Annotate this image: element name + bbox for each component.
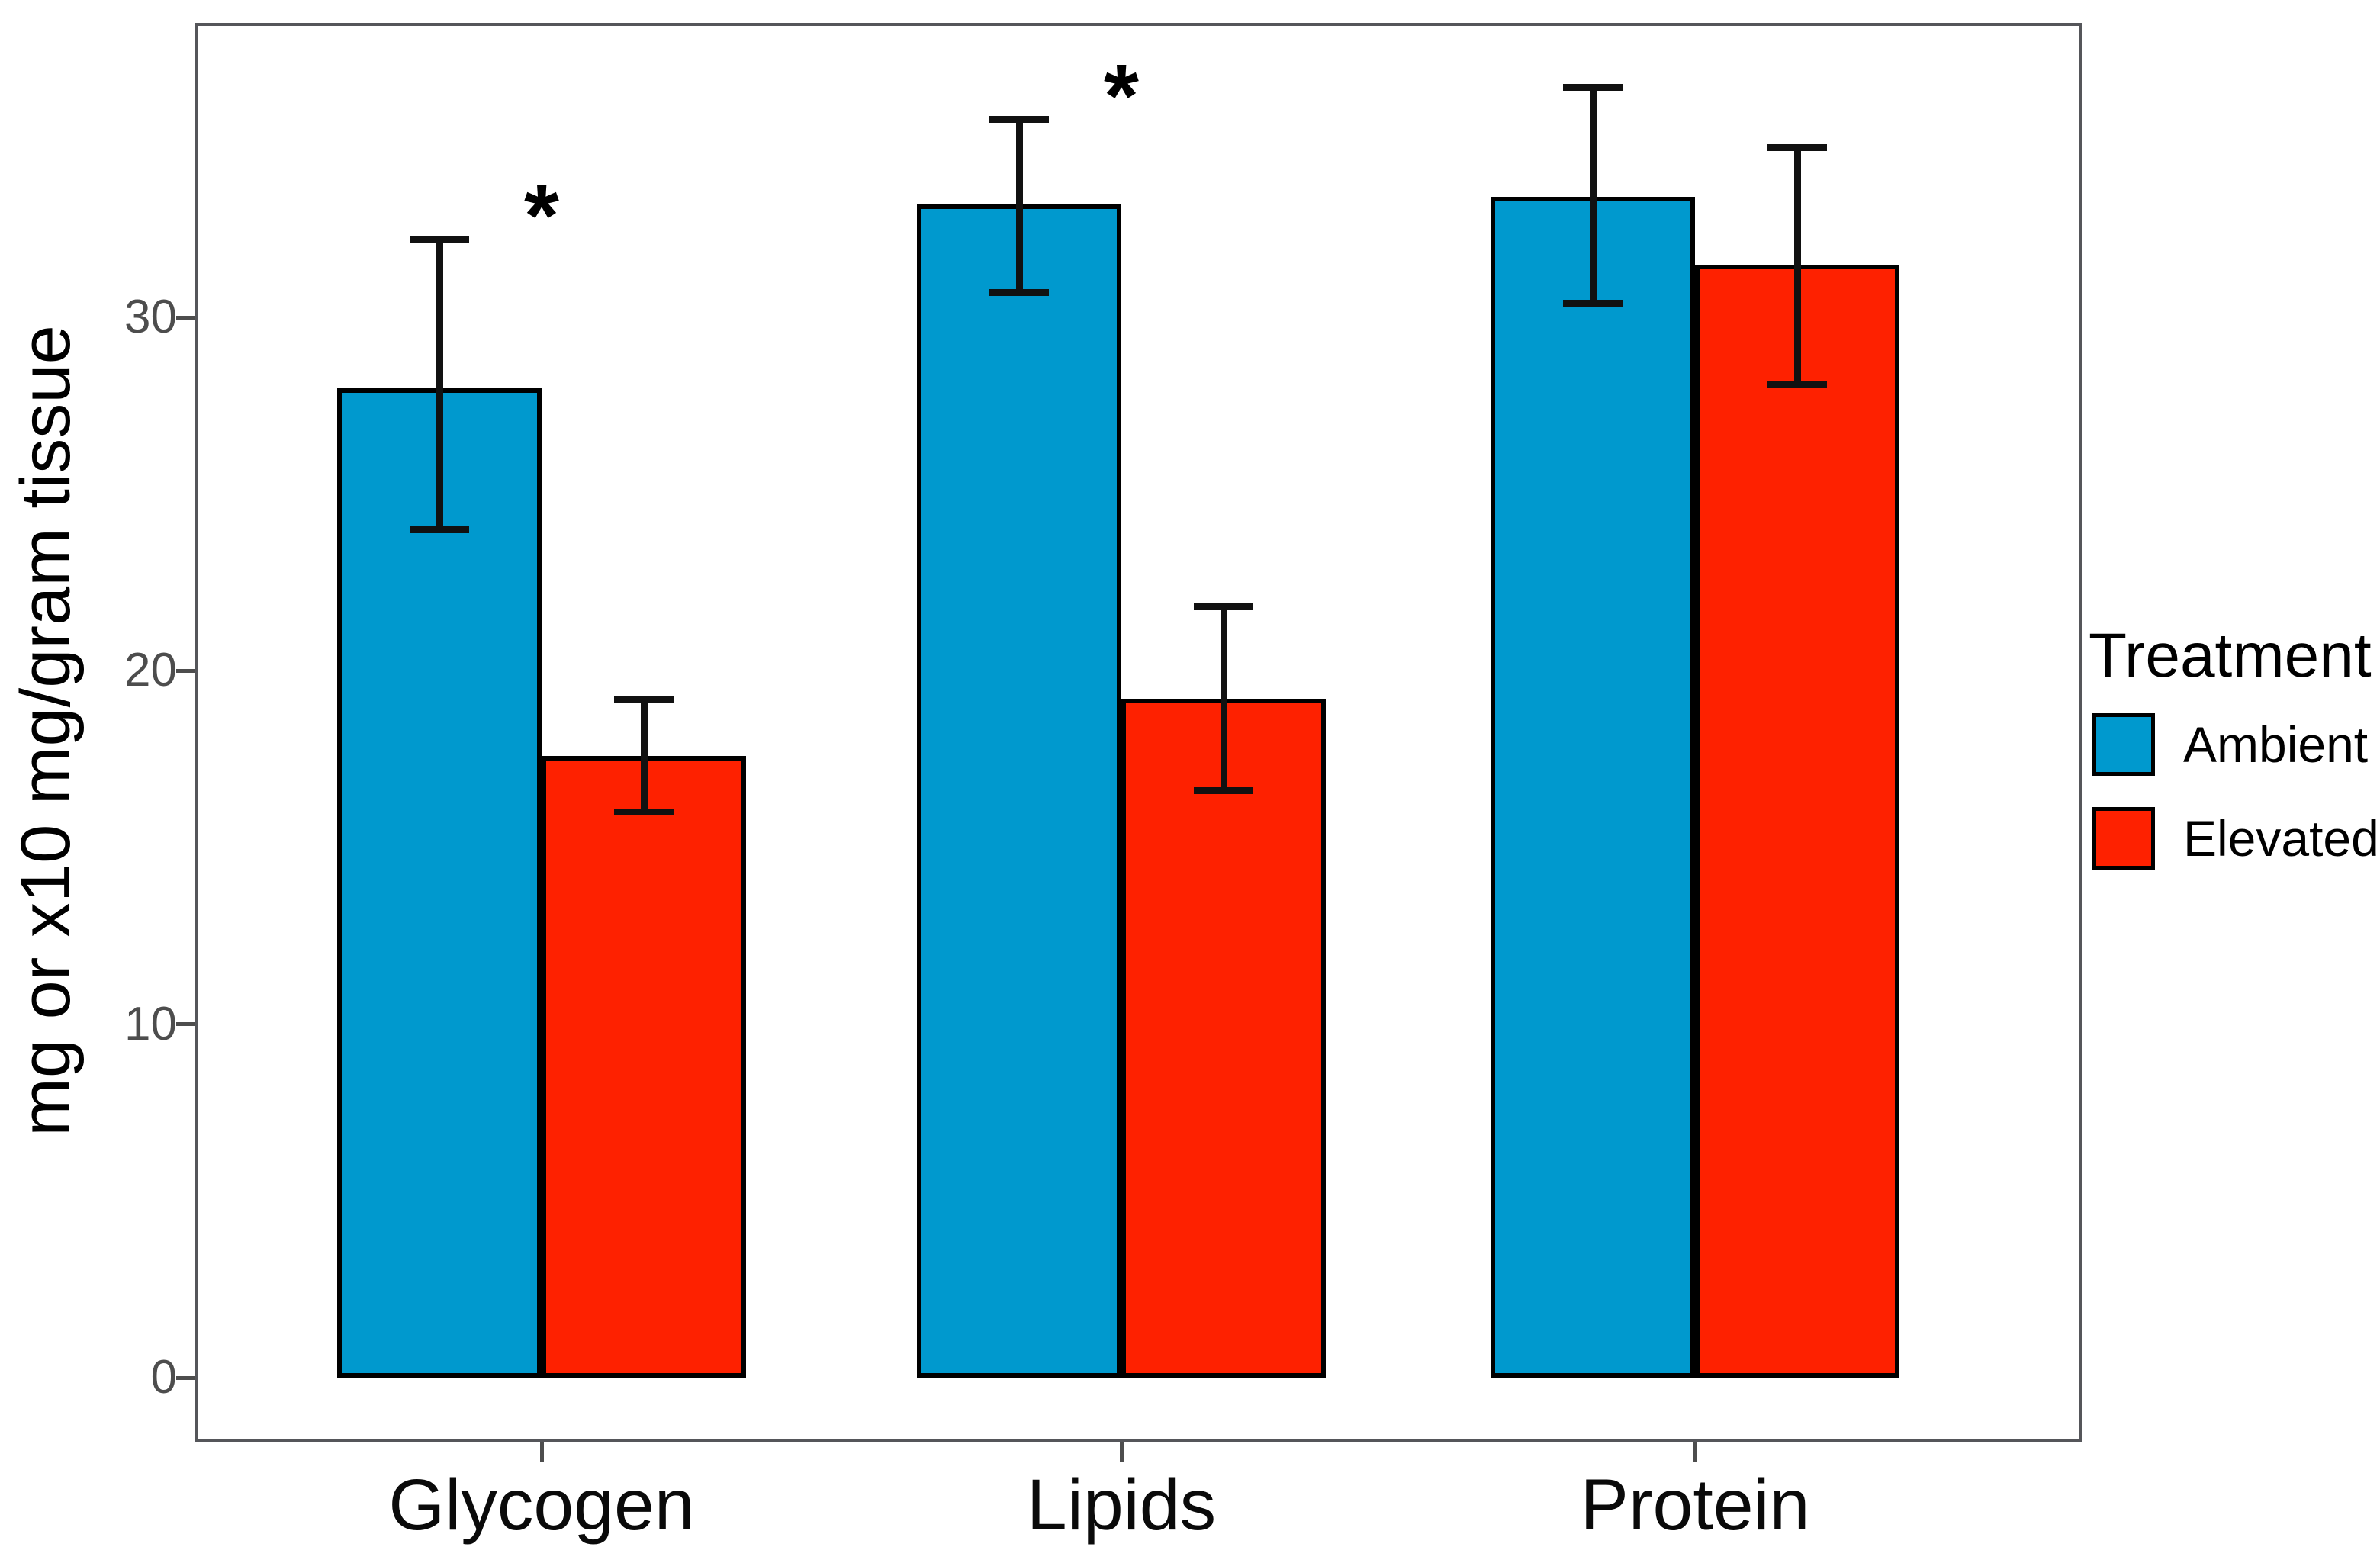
error-bar-cap-bottom [410, 526, 469, 533]
error-bar-line [1793, 147, 1801, 385]
x-tick-mark [1693, 1442, 1697, 1462]
error-bar-cap-top [1767, 144, 1827, 152]
bar-elevated-glycogen [542, 755, 746, 1378]
error-bar-line [1589, 87, 1597, 304]
error-bar-line [1015, 119, 1023, 293]
error-bar-cap-bottom [1767, 381, 1827, 388]
y-tick-mark [176, 1022, 195, 1027]
bar-elevated-lipids [1121, 699, 1326, 1378]
significance-asterisk-glycogen: * [524, 166, 559, 267]
error-bar-cap-bottom [1563, 299, 1623, 307]
y-axis-title: mg or x10 mg/gram tissue [7, 325, 85, 1137]
x-category-label: Lipids [1026, 1465, 1217, 1545]
error-bar-cap-top [410, 236, 469, 243]
x-tick-mark [1119, 1442, 1124, 1462]
bar-elevated-protein [1695, 264, 1899, 1378]
y-tick-label: 30 [124, 291, 177, 343]
bar-ambient-glycogen [337, 388, 542, 1378]
error-bar-line [1220, 606, 1227, 791]
x-category-label: Protein [1580, 1465, 1810, 1545]
legend-label-elevated: Elevated [2183, 810, 2379, 867]
error-bar-cap-top [1563, 84, 1623, 92]
legend-swatch-elevated [2092, 807, 2155, 870]
error-bar-cap-bottom [989, 289, 1049, 297]
y-tick-mark [176, 1375, 195, 1380]
bar-ambient-lipids [917, 204, 1121, 1378]
x-category-label: Glycogen [388, 1465, 695, 1545]
error-bar-cap-top [989, 116, 1049, 124]
error-bar-cap-bottom [614, 809, 674, 816]
y-tick-label: 0 [150, 1351, 177, 1404]
significance-asterisk-lipids: * [1104, 45, 1139, 146]
x-tick-mark [539, 1442, 544, 1462]
error-bar-cap-top [614, 695, 674, 703]
bar-ambient-protein [1491, 197, 1695, 1378]
legend-swatch-ambient [2092, 713, 2155, 776]
y-tick-mark [176, 668, 195, 673]
error-bar-line [436, 240, 443, 529]
y-tick-mark [176, 315, 195, 320]
y-tick-label: 20 [124, 644, 177, 697]
legend-title: Treatment [2089, 621, 2372, 690]
error-bar-cap-bottom [1194, 787, 1253, 795]
y-tick-label: 10 [124, 997, 177, 1050]
error-bar-cap-top [1194, 603, 1253, 611]
error-bar-line [640, 699, 648, 812]
legend-label-ambient: Ambient [2183, 716, 2369, 773]
